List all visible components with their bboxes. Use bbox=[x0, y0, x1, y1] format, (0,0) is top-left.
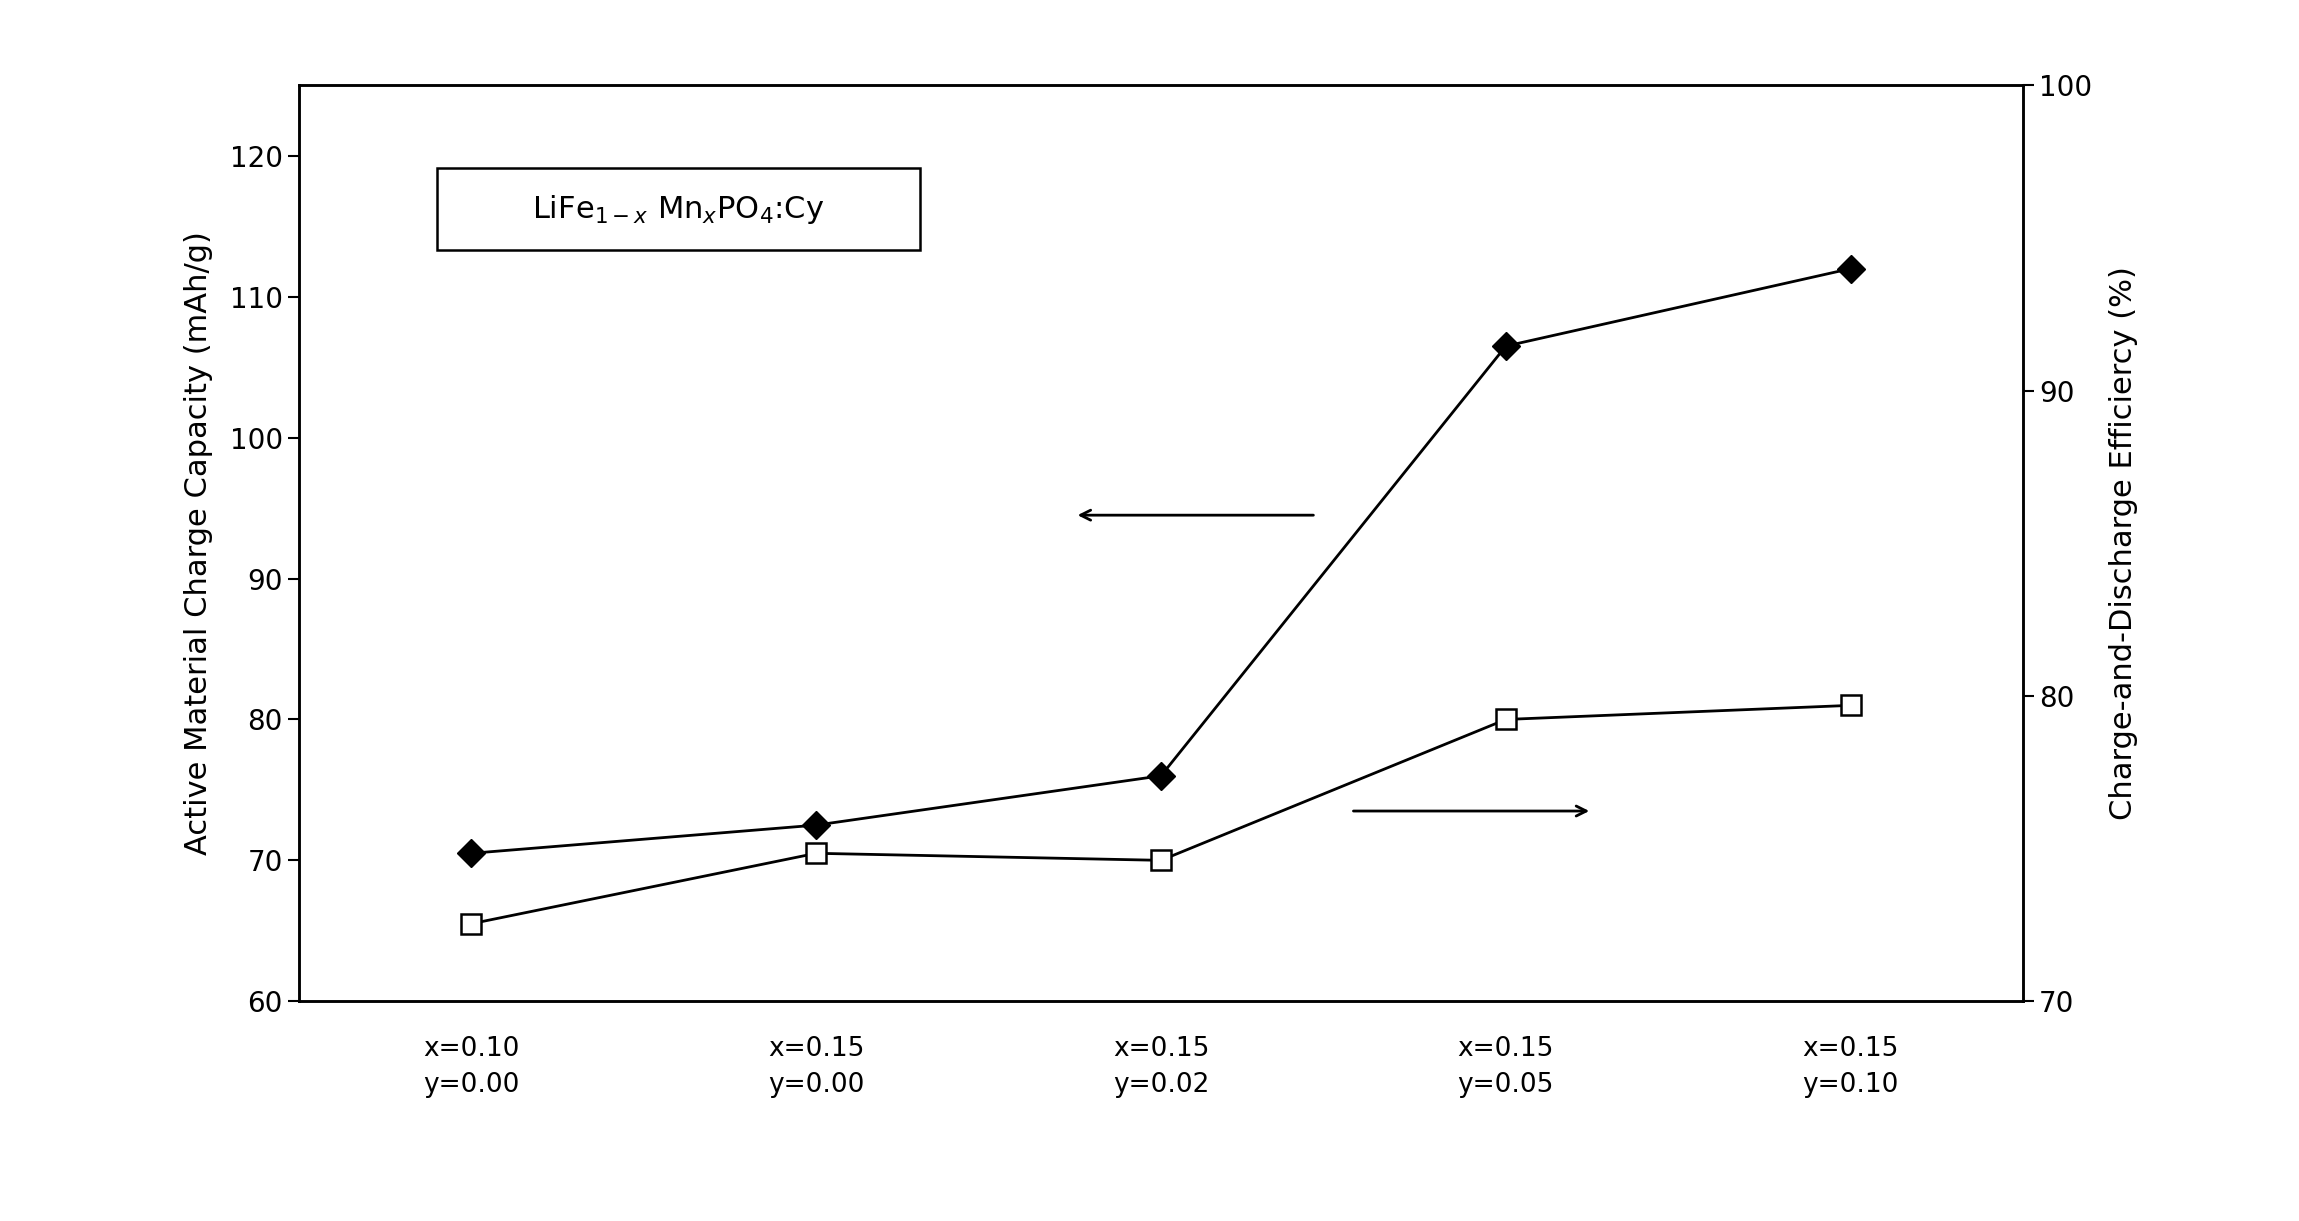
FancyBboxPatch shape bbox=[437, 167, 920, 250]
Y-axis label: Charge-and-Discharge Efficiercy (%): Charge-and-Discharge Efficiercy (%) bbox=[2108, 266, 2138, 821]
Y-axis label: Active Material Charge Capacity (mAh/g): Active Material Charge Capacity (mAh/g) bbox=[184, 232, 214, 855]
Text: y=0.02: y=0.02 bbox=[1113, 1072, 1209, 1098]
Text: x=0.10: x=0.10 bbox=[423, 1037, 520, 1062]
Text: x=0.15: x=0.15 bbox=[768, 1037, 864, 1062]
Text: x=0.15: x=0.15 bbox=[1113, 1037, 1209, 1062]
Text: y=0.10: y=0.10 bbox=[1802, 1072, 1899, 1098]
Text: x=0.15: x=0.15 bbox=[1802, 1037, 1899, 1062]
Text: y=0.00: y=0.00 bbox=[423, 1072, 520, 1098]
Text: y=0.05: y=0.05 bbox=[1458, 1072, 1554, 1098]
Text: y=0.00: y=0.00 bbox=[768, 1072, 864, 1098]
Text: x=0.15: x=0.15 bbox=[1458, 1037, 1554, 1062]
Text: LiFe$_{1-x}$ Mn$_x$PO$_4$:Cy: LiFe$_{1-x}$ Mn$_x$PO$_4$:Cy bbox=[531, 193, 825, 226]
